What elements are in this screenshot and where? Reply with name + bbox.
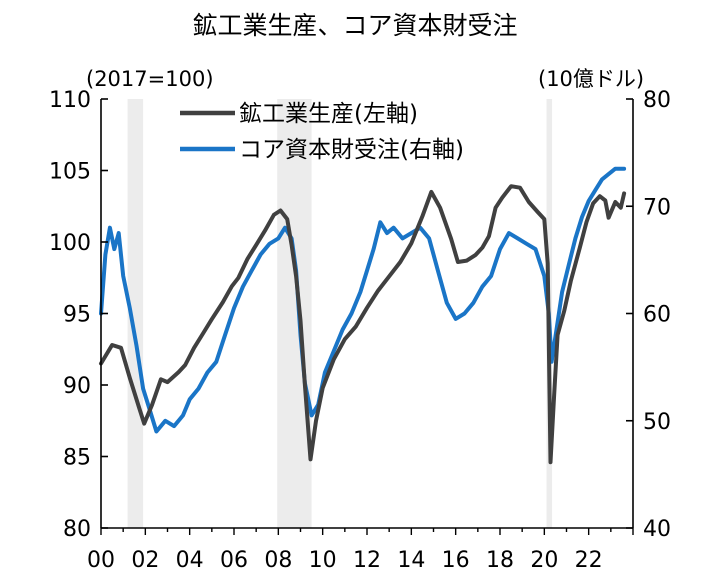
left-tick-label: 105 [49, 160, 91, 185]
right-axis-unit: (10億ドル) [538, 67, 644, 91]
x-tick-label: 10 [309, 548, 337, 573]
x-tick-label: 08 [264, 548, 292, 573]
legend-label-ip: 鉱工業生産(左軸) [239, 101, 418, 127]
x-tick-label: 12 [353, 548, 381, 573]
x-tick-label: 18 [486, 548, 514, 573]
x-axis-ticks: 00 02 04 06 08 10 12 14 16 18 20 22 [87, 528, 634, 573]
series-lines [99, 166, 627, 465]
x-tick-label: 00 [87, 548, 115, 573]
x-tick-label: 02 [131, 548, 159, 573]
left-axis-unit: (2017=100) [86, 67, 214, 91]
x-tick-label: 14 [397, 548, 425, 573]
legend: 鉱工業生産(左軸) コア資本財受注(右軸) [180, 101, 464, 163]
right-axis-ticks: 40 50 60 70 80 [626, 88, 671, 542]
left-tick-label: 100 [49, 231, 91, 256]
series-line-core-capital-orders [99, 166, 627, 434]
x-tick-label: 22 [575, 548, 603, 573]
recession-band-0 [127, 99, 144, 528]
left-tick-label: 85 [63, 446, 91, 471]
legend-label-orders: コア資本財受注(右軸) [239, 137, 464, 163]
recession-bands [127, 99, 553, 528]
right-tick-label: 60 [643, 303, 671, 328]
x-tick-label: 04 [176, 548, 204, 573]
x-tick-label: 20 [530, 548, 558, 573]
left-tick-label: 110 [49, 88, 91, 113]
left-tick-label: 80 [63, 517, 91, 542]
right-tick-label: 50 [643, 410, 671, 435]
left-tick-label: 90 [63, 374, 91, 399]
series-line-industrial-production [99, 184, 627, 465]
x-tick-label: 16 [442, 548, 470, 573]
chart-title: 鉱工業生産、コア資本財受注 [192, 11, 518, 40]
right-tick-label: 70 [643, 195, 671, 220]
recession-band-1 [277, 99, 312, 528]
left-axis-ticks: 80 85 90 95 100 105 110 [49, 88, 108, 542]
left-tick-label: 95 [63, 303, 91, 328]
right-tick-label: 40 [643, 517, 671, 542]
right-tick-label: 80 [643, 88, 671, 113]
x-tick-label: 06 [220, 548, 248, 573]
